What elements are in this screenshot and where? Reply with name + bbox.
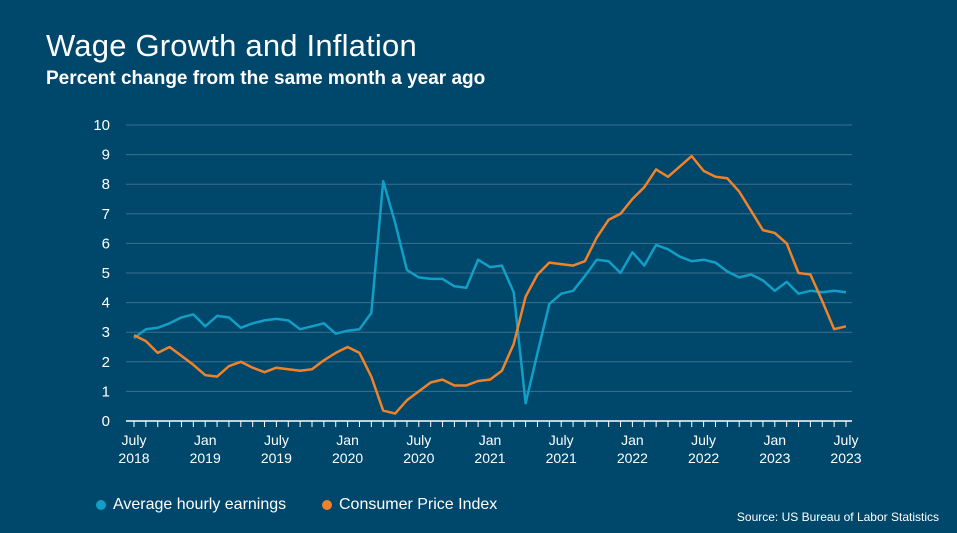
x-tick-label: July (691, 432, 716, 448)
legend-swatch-earnings (96, 500, 106, 510)
x-tick-label: 2020 (332, 450, 363, 466)
chart-title: Wage Growth and Inflation (46, 28, 417, 63)
source-note: Source: US Bureau of Labor Statistics (736, 510, 939, 524)
x-tick-label: Jan (194, 432, 217, 448)
y-tick-label: 8 (102, 176, 110, 193)
y-tick-label: 6 (102, 235, 110, 252)
y-tick-label: 7 (102, 206, 110, 223)
legend-label-earnings: Average hourly earnings (113, 496, 287, 513)
x-tick-label: July (406, 432, 431, 448)
y-tick-label: 2 (102, 354, 110, 371)
x-tick-label: Jan (621, 432, 644, 448)
x-tick-label: 2021 (474, 450, 505, 466)
x-tick-label: July (264, 432, 289, 448)
legend-swatch-cpi (322, 500, 332, 510)
legend-item-average-hourly-earnings: Average hourly earnings (96, 496, 286, 514)
x-tick-label: 2023 (759, 450, 790, 466)
x-tick-label: July (834, 432, 859, 448)
x-tick-label: Jan (764, 432, 787, 448)
x-tick-label: July (122, 432, 147, 448)
x-tick-label: 2019 (190, 450, 221, 466)
series-line-cpi (133, 154, 847, 415)
y-tick-label: 1 (102, 383, 110, 400)
y-tick-label: 4 (102, 295, 110, 312)
x-tick-label: 2023 (830, 450, 861, 466)
x-tick-label: Jan (336, 432, 359, 448)
x-tick-label: July (549, 432, 574, 448)
x-tick-label: 2022 (617, 450, 648, 466)
x-tick-label: 2019 (261, 450, 292, 466)
y-tick-label: 10 (93, 117, 110, 134)
legend-item-cpi: Consumer Price Index (322, 496, 497, 514)
y-tick-label: 5 (102, 265, 110, 282)
x-tick-label: 2020 (403, 450, 434, 466)
y-tick-label: 0 (102, 413, 110, 430)
y-tick-label: 3 (102, 324, 110, 341)
y-tick-label: 9 (102, 147, 110, 164)
x-tick-label: 2018 (118, 450, 149, 466)
chart-subtitle: Percent change from the same month a yea… (46, 68, 486, 89)
x-tick-label: 2022 (688, 450, 719, 466)
x-tick-label: Jan (479, 432, 502, 448)
series-line-earnings (133, 179, 847, 405)
x-tick-label: 2021 (546, 450, 577, 466)
legend-label-cpi: Consumer Price Index (339, 496, 498, 513)
